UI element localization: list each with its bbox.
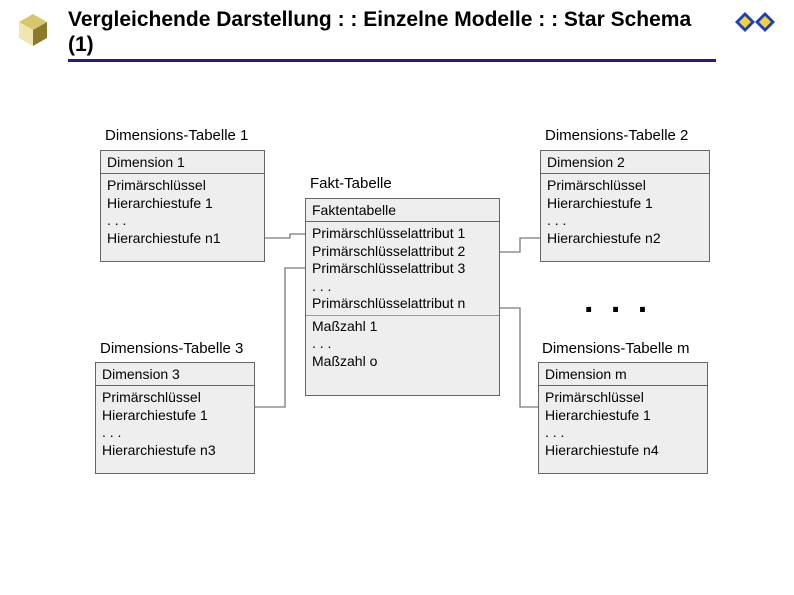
dim1-box: Dimension 1PrimärschlüsselHierarchiestuf…: [100, 150, 265, 262]
fact-row: . . .: [312, 335, 493, 353]
dim1-row: Hierarchiestufe 1: [107, 195, 258, 213]
dim3-row: Hierarchiestufe 1: [102, 407, 248, 425]
connector-line: [500, 308, 538, 407]
dim2-label: Dimensions-Tabelle 2: [545, 127, 688, 144]
dim1-head: Dimension 1: [101, 151, 264, 174]
dim3-body: PrimärschlüsselHierarchiestufe 1. . .Hie…: [96, 386, 254, 465]
dim2-row: . . .: [547, 212, 703, 230]
dimm-label: Dimensions-Tabelle m: [542, 340, 690, 357]
dim2-row: Hierarchiestufe 1: [547, 195, 703, 213]
fact-row: . . .: [312, 278, 493, 296]
dimm-head: Dimension m: [539, 363, 707, 386]
dim2-box: Dimension 2PrimärschlüsselHierarchiestuf…: [540, 150, 710, 262]
separator: [306, 315, 499, 316]
ellipsis: . . .: [584, 282, 651, 321]
slide-header: Vergleichende Darstellung : : Einzelne M…: [0, 0, 794, 62]
dim1-body: PrimärschlüsselHierarchiestufe 1. . .Hie…: [101, 174, 264, 253]
dim2-row: Primärschlüssel: [547, 177, 703, 195]
dimm-row: . . .: [545, 424, 701, 442]
dim2-head: Dimension 2: [541, 151, 709, 174]
fact-row: Primärschlüsselattribut 1: [312, 225, 493, 243]
dimm-box: Dimension mPrimärschlüsselHierarchiestuf…: [538, 362, 708, 474]
fact-row: Primärschlüsselattribut n: [312, 295, 493, 313]
dim2-body: PrimärschlüsselHierarchiestufe 1. . .Hie…: [541, 174, 709, 253]
dim3-row: Hierarchiestufe n3: [102, 442, 248, 460]
dim1-row: . . .: [107, 212, 258, 230]
cube-icon: [8, 4, 58, 52]
fact-row: Maßzahl o: [312, 353, 493, 371]
fact-row: Maßzahl 1: [312, 318, 493, 336]
fact-body: Primärschlüsselattribut 1Primärschlüssel…: [306, 222, 499, 376]
dim3-row: Primärschlüssel: [102, 389, 248, 407]
diamond-logo-icon: [726, 4, 784, 52]
dim3-label: Dimensions-Tabelle 3: [100, 340, 243, 357]
dim2-row: Hierarchiestufe n2: [547, 230, 703, 248]
fact-head: Faktentabelle: [306, 199, 499, 222]
dim3-row: . . .: [102, 424, 248, 442]
fact-box: FaktentabellePrimärschlüsselattribut 1Pr…: [305, 198, 500, 396]
fact-label: Fakt-Tabelle: [310, 175, 392, 192]
slide-title: Vergleichende Darstellung : : Einzelne M…: [68, 7, 716, 57]
fact-row: Primärschlüsselattribut 3: [312, 260, 493, 278]
dim1-label: Dimensions-Tabelle 1: [105, 127, 248, 144]
connector-line: [255, 268, 305, 407]
dim3-head: Dimension 3: [96, 363, 254, 386]
dimm-body: PrimärschlüsselHierarchiestufe 1. . .Hie…: [539, 386, 707, 465]
dimm-row: Hierarchiestufe 1: [545, 407, 701, 425]
dim1-row: Hierarchiestufe n1: [107, 230, 258, 248]
connector-line: [500, 238, 540, 252]
dim1-row: Primärschlüssel: [107, 177, 258, 195]
dimm-row: Primärschlüssel: [545, 389, 701, 407]
dimm-row: Hierarchiestufe n4: [545, 442, 701, 460]
connector-line: [265, 234, 305, 238]
fact-row: Primärschlüsselattribut 2: [312, 243, 493, 261]
dim3-box: Dimension 3PrimärschlüsselHierarchiestuf…: [95, 362, 255, 474]
star-schema-diagram: Dimensions-Tabelle 1Dimension 1Primärsch…: [0, 62, 794, 582]
